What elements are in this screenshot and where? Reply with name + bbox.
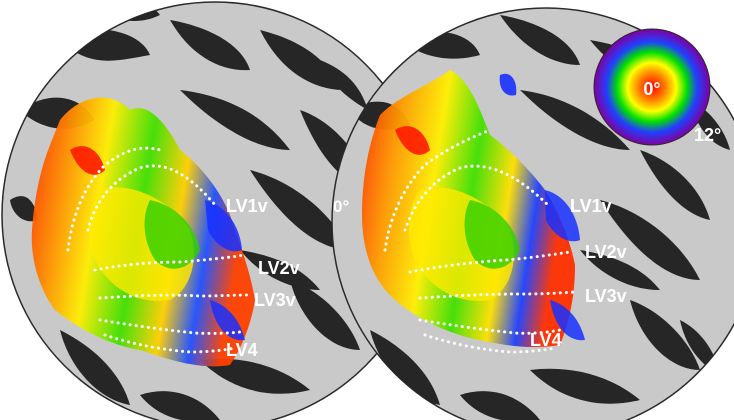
left-hemisphere: LV1v LV2v LV3v LV4 bbox=[1, 1, 429, 420]
left-sulci-pattern bbox=[10, 3, 390, 420]
eccentricity-colorbar: 0° 12° bbox=[593, 28, 721, 146]
left-area-boundaries bbox=[66, 146, 250, 354]
right-area-boundaries bbox=[383, 128, 577, 354]
midline-degree-label: 0° bbox=[333, 197, 349, 216]
right-label-lv2v: LV2v bbox=[585, 242, 627, 262]
colorbar-center-label: 0° bbox=[643, 79, 660, 99]
colorbar-edge-label: 12° bbox=[694, 125, 721, 145]
left-label-lv1v: LV1v bbox=[226, 196, 268, 216]
right-eccentricity-overlay bbox=[362, 70, 585, 348]
left-label-lv4: LV4 bbox=[226, 340, 258, 360]
right-label-lv1v: LV1v bbox=[570, 196, 612, 216]
right-label-lv4: LV4 bbox=[530, 330, 562, 350]
left-label-lv3v: LV3v bbox=[254, 290, 296, 310]
right-label-lv3v: LV3v bbox=[585, 286, 627, 306]
left-label-lv2v: LV2v bbox=[258, 258, 300, 278]
left-eccentricity-overlay bbox=[31, 97, 256, 367]
